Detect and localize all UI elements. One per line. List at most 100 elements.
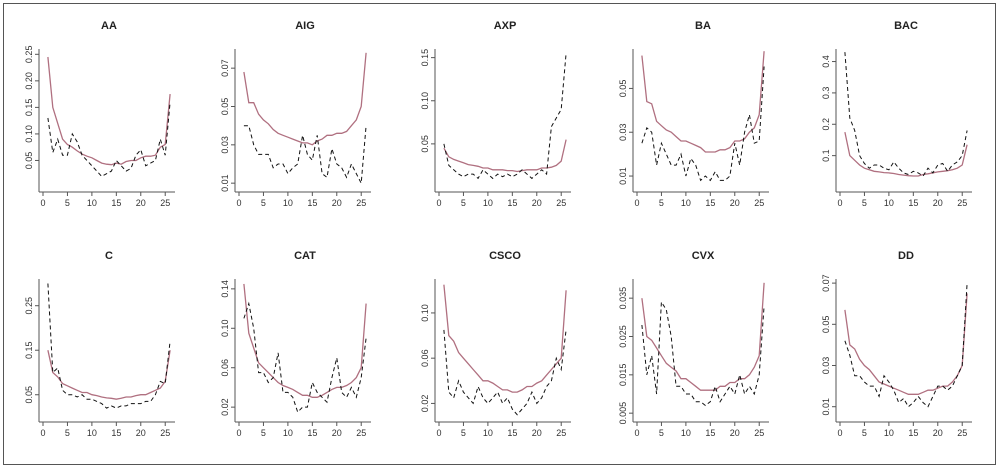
y-tick-label-axp: 0.05 [420, 135, 430, 153]
x-tick-label-cat: 10 [283, 428, 293, 438]
series-line-solid-csco [443, 284, 567, 393]
x-tick-label-csco: 5 [461, 428, 466, 438]
x-tick-label-bac: 0 [837, 198, 842, 208]
y-tick-label-aig: 0.01 [220, 174, 230, 192]
x-tick-label-axp: 15 [507, 198, 517, 208]
y-tick-label-cat: 0.14 [220, 280, 230, 298]
y-tick-label-ba: 0.03 [618, 123, 628, 141]
y-tick-label-dd: 0.05 [821, 316, 831, 334]
x-tick-label-ba: 0 [634, 198, 639, 208]
x-tick-label-cvx: 25 [754, 428, 764, 438]
x-tick-label-cvx: 20 [730, 428, 740, 438]
x-tick-label-c: 0 [40, 428, 45, 438]
x-tick-label-csco: 25 [556, 428, 566, 438]
y-tick-label-cvx: 0.035 [618, 287, 628, 310]
series-line-solid-aa [47, 56, 171, 166]
x-tick-label-aig: 5 [261, 198, 266, 208]
series-line-dashed-aa [47, 102, 171, 178]
x-tick-label-axp: 5 [461, 198, 466, 208]
y-tick-label-bac: 0.2 [821, 118, 831, 131]
y-tick-label-aa: 0.15 [24, 99, 34, 117]
x-tick-label-c: 25 [160, 428, 170, 438]
panel-title-dd: DD [898, 250, 914, 262]
series-line-solid-c [47, 350, 171, 400]
x-tick-label-cvx: 10 [681, 428, 691, 438]
series-line-dashed-axp [443, 53, 567, 180]
x-tick-label-axp: 0 [436, 198, 441, 208]
x-tick-label-aa: 0 [40, 198, 45, 208]
y-tick-label-bac: 0.4 [821, 55, 831, 68]
panel-title-axp: AXP [494, 20, 517, 32]
x-tick-label-ba: 15 [705, 198, 715, 208]
x-tick-label-csco: 15 [507, 428, 517, 438]
y-tick-label-aa: 0.25 [24, 46, 34, 64]
series-line-solid-axp [443, 139, 567, 173]
x-tick-label-aig: 15 [307, 198, 317, 208]
series-line-solid-cvx [641, 282, 765, 391]
panel-title-aig: AIG [295, 20, 315, 32]
x-tick-label-bac: 25 [957, 198, 967, 208]
x-tick-label-bac: 5 [862, 198, 867, 208]
x-tick-label-dd: 15 [908, 428, 918, 438]
y-tick-label-cat: 0.10 [220, 320, 230, 338]
y-tick-label-aig: 0.05 [220, 98, 230, 116]
y-tick-label-csco: 0.10 [420, 304, 430, 322]
series-line-solid-bac [844, 131, 968, 177]
y-tick-label-aig: 0.03 [220, 136, 230, 154]
y-tick-label-ba: 0.01 [618, 167, 628, 185]
x-tick-label-aig: 20 [332, 198, 342, 208]
series-line-solid-dd [844, 293, 968, 395]
y-tick-label-cvx: 0.025 [618, 325, 628, 348]
x-tick-label-aig: 0 [236, 198, 241, 208]
y-tick-label-dd: 0.07 [821, 274, 831, 292]
y-tick-label-dd: 0.03 [821, 357, 831, 375]
x-tick-label-aig: 10 [283, 198, 293, 208]
x-tick-label-ba: 25 [754, 198, 764, 208]
series-line-dashed-aig [243, 125, 367, 185]
x-tick-label-aa: 20 [136, 198, 146, 208]
x-tick-label-bac: 20 [933, 198, 943, 208]
x-tick-label-axp: 10 [483, 198, 493, 208]
y-tick-label-csco: 0.06 [420, 349, 430, 367]
y-tick-label-axp: 0.10 [420, 92, 430, 110]
series-line-dashed-bac [844, 52, 968, 177]
x-tick-label-dd: 0 [837, 428, 842, 438]
panel-title-ba: BA [695, 20, 711, 32]
x-tick-label-aa: 5 [65, 198, 70, 208]
series-line-dashed-ba [641, 66, 765, 182]
series-line-dashed-cvx [641, 300, 765, 407]
x-tick-label-ba: 20 [730, 198, 740, 208]
x-tick-label-csco: 0 [436, 428, 441, 438]
x-tick-label-ba: 10 [681, 198, 691, 208]
y-tick-label-bac: 0.1 [821, 149, 831, 162]
panel-title-cat: CAT [294, 250, 316, 262]
x-tick-label-axp: 20 [532, 198, 542, 208]
panel-title-c: C [105, 250, 113, 262]
series-line-solid-cat [243, 283, 367, 398]
y-tick-label-aa: 0.05 [24, 152, 34, 170]
x-tick-label-dd: 25 [957, 428, 967, 438]
x-tick-label-csco: 10 [483, 428, 493, 438]
x-tick-label-cvx: 15 [705, 428, 715, 438]
x-tick-label-bac: 15 [908, 198, 918, 208]
y-tick-label-cvx: 0.015 [618, 364, 628, 387]
x-tick-label-csco: 20 [532, 428, 542, 438]
y-tick-label-c: 0.05 [24, 386, 34, 404]
x-tick-label-aa: 15 [111, 198, 121, 208]
series-line-solid-aig [243, 52, 367, 146]
x-tick-label-cat: 15 [307, 428, 317, 438]
figure-frame: AA 0 5 10 15 20 25 0.05 0.10 0.15 0.20 0.25 AIG 0 5 10 1… [3, 3, 996, 465]
y-tick-label-cvx: 0.005 [618, 402, 628, 425]
series-line-dashed-c [47, 283, 171, 409]
y-tick-label-aa: 0.10 [24, 125, 34, 143]
x-tick-label-cvx: 5 [659, 428, 664, 438]
y-tick-label-dd: 0.01 [821, 398, 831, 416]
panel-title-bac: BAC [894, 20, 918, 32]
y-tick-label-aa: 0.20 [24, 72, 34, 90]
x-tick-label-c: 15 [111, 428, 121, 438]
x-tick-label-dd: 20 [933, 428, 943, 438]
panel-title-cvx: CVX [692, 250, 715, 262]
panel-title-aa: AA [101, 20, 117, 32]
x-tick-label-bac: 10 [884, 198, 894, 208]
